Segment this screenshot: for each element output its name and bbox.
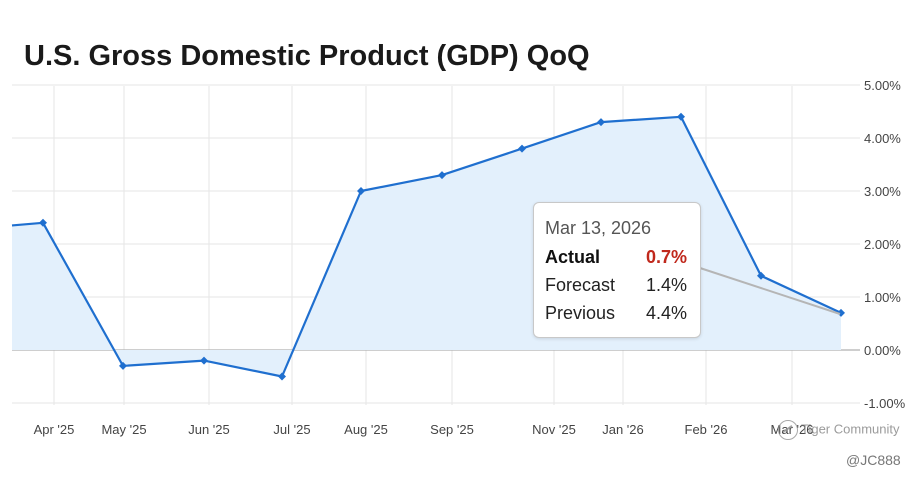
data-point-marker — [119, 361, 127, 370]
tooltip-previous-label: Previous — [545, 303, 616, 323]
x-tick-label: Aug '25 — [344, 422, 388, 437]
y-tick-label: 1.00% — [864, 290, 901, 305]
y-tick-labels: 5.00% 4.00% 3.00% 2.00% 1.00% 0.00% -1.00% — [864, 78, 906, 411]
data-point-marker — [597, 118, 605, 127]
x-tick-label: Jun '25 — [188, 422, 230, 437]
x-tick-label: Nov '25 — [532, 422, 576, 437]
x-tick-label: Feb '26 — [685, 422, 728, 437]
tooltip-forecast-value: 1.4% — [645, 275, 687, 295]
data-point-marker — [837, 308, 845, 317]
x-tick-label: Jul '25 — [273, 422, 310, 437]
y-tick-label: 0.00% — [864, 343, 901, 358]
data-point-marker — [757, 271, 765, 280]
y-tick-label: 3.00% — [864, 184, 901, 199]
y-tick-label: -1.00% — [864, 396, 906, 411]
x-tick-label: May '25 — [101, 422, 146, 437]
watermark: Tiger Community — [778, 420, 899, 440]
tooltip-actual-row: Actual 0.7% — [545, 247, 687, 268]
watermark-text: Tiger Community — [801, 421, 900, 437]
data-point-marker — [357, 187, 365, 195]
data-point-marker — [39, 218, 47, 227]
x-tick-label: Apr '25 — [34, 422, 75, 437]
y-tick-label: 2.00% — [864, 237, 901, 252]
watermark-handle: @JC888 — [846, 452, 901, 468]
x-tick-label: Jan '26 — [602, 422, 644, 437]
tooltip-actual-value: 0.7% — [645, 247, 687, 267]
area-fill-layer — [12, 116, 841, 377]
data-points-layer — [39, 112, 845, 381]
area-fill — [12, 116, 841, 377]
series-line — [11, 115, 842, 378]
data-point-marker — [677, 112, 685, 121]
data-point-marker — [278, 372, 286, 381]
tooltip-previous-value: 4.4% — [645, 303, 687, 323]
x-tick-label: Sep '25 — [430, 422, 474, 437]
tooltip-forecast-label: Forecast — [545, 275, 616, 295]
tooltip-previous-row: Previous 4.4% — [545, 303, 687, 324]
chart-title: U.S. Gross Domestic Product (GDP) QoQ — [24, 40, 590, 72]
tooltip-forecast-row: Forecast 1.4% — [545, 275, 687, 296]
data-point-marker — [438, 171, 446, 180]
y-tick-label: 5.00% — [864, 78, 901, 93]
series-line-layer — [11, 115, 842, 378]
tooltip-pointer — [699, 267, 841, 315]
y-tick-label: 4.00% — [864, 131, 901, 146]
data-tooltip: Mar 13, 2026 Actual 0.7% Forecast 1.4% P… — [533, 202, 701, 338]
x-tick-labels: Apr '25 May '25 Jun '25 Jul '25 Aug '25 Sep '… — [34, 422, 814, 437]
data-point-marker — [200, 356, 208, 365]
tooltip-date: Mar 13, 2026 — [545, 218, 652, 238]
data-point-marker — [518, 144, 526, 153]
tooltip-actual-label: Actual — [545, 247, 601, 267]
tiger-logo-icon — [778, 420, 798, 440]
